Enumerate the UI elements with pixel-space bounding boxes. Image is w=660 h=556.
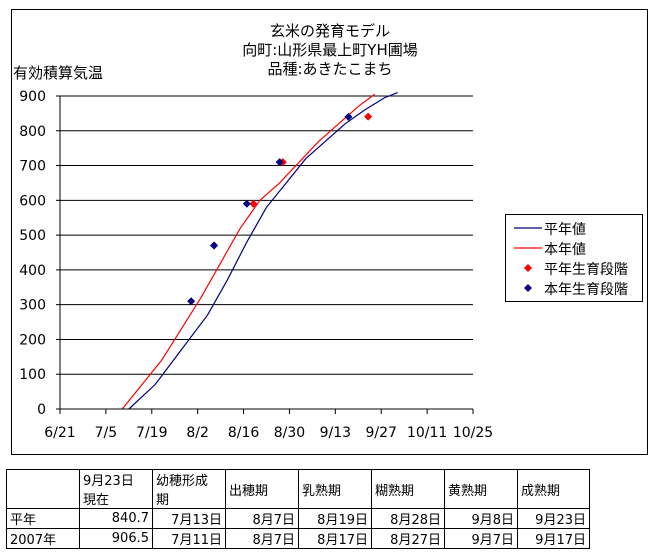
y-axis-label: 有効積算気温	[13, 64, 104, 82]
legend-label: 本年値	[544, 242, 586, 258]
table-cell: 9月7日	[444, 528, 518, 549]
table-header-cell: 黄熟期	[444, 469, 518, 509]
table-cell: 8月17日	[298, 528, 372, 549]
series-line	[121, 93, 376, 410]
table-row: 2007年 906.5 7月11日 8月7日 8月17日 8月27日 9月7日 …	[6, 528, 590, 549]
table-header-cell	[6, 469, 80, 509]
x-tick-label: 9/27	[365, 425, 396, 441]
y-tick-label: 200	[19, 332, 46, 348]
growth-stage-table: 9月23日 現在 幼穂形成 期 出穂期 乳熟期 糊熟期 黄熟期 成熟期 平年 8…	[6, 469, 590, 549]
data-point	[187, 297, 196, 306]
table-cell: 7月13日	[152, 508, 226, 529]
table-header-cell: 乳熟期	[298, 469, 372, 509]
y-tick-label: 400	[19, 263, 46, 279]
table-cell: 8月28日	[371, 508, 445, 529]
table-header-cell: 出穂期	[225, 469, 299, 509]
table-cell: 906.5	[79, 528, 153, 549]
table-cell: 9月23日	[517, 508, 590, 529]
data-point	[210, 241, 219, 250]
legend: 平年値 本年値 平年生育段階 本年生育段階	[505, 214, 643, 302]
table-cell: 2007年	[6, 528, 80, 549]
table-header-row: 9月23日 現在 幼穂形成 期 出穂期 乳熟期 糊熟期 黄熟期 成熟期	[6, 469, 590, 509]
y-tick-label: 300	[19, 298, 46, 314]
x-tick-label: 9/13	[320, 425, 351, 441]
chart-title-line-1: 玄米の発育モデル	[269, 22, 390, 40]
x-tick-label: 7/5	[95, 425, 118, 441]
legend-symbol-avg-line	[514, 227, 542, 229]
x-tick-label: 8/16	[228, 425, 260, 441]
series-line	[128, 91, 398, 410]
table-header-cell: 幼穂形成 期	[152, 469, 226, 509]
legend-symbol-avg-stage	[524, 264, 532, 272]
y-tick-label: 600	[19, 193, 46, 209]
legend-label: 本年生育段階	[544, 282, 628, 298]
y-tick-label: 100	[19, 367, 46, 383]
chart-title-line-3: 品種:あきたこまち	[267, 60, 393, 78]
x-tick-label: 10/25	[453, 425, 493, 441]
legend-item-this-year-line: 本年値	[506, 238, 644, 258]
legend-symbol-this-year-stage	[524, 284, 532, 292]
table-header-cell: 9月23日 現在	[79, 469, 153, 509]
table-cell: 8月19日	[298, 508, 372, 529]
table-cell: 840.7	[79, 508, 153, 529]
chart-frame	[11, 9, 648, 455]
chart-title-line-2: 向町:山形県最上町YH圃場	[242, 41, 418, 59]
table-header-cell: 成熟期	[517, 469, 590, 509]
data-point	[275, 158, 284, 167]
legend-label: 平年生育段階	[544, 262, 628, 278]
table-cell: 平年	[6, 508, 80, 529]
table-cell: 9月8日	[444, 508, 518, 529]
x-tick-label: 6/21	[44, 425, 75, 441]
legend-item-this-year-stage: 本年生育段階	[506, 278, 644, 298]
table-header-cell: 糊熟期	[371, 469, 445, 509]
y-tick-label: 700	[19, 159, 46, 175]
y-tick-label: 800	[19, 124, 46, 140]
data-point	[249, 199, 258, 208]
y-tick-label: 500	[19, 228, 46, 244]
data-point	[242, 199, 251, 208]
chart-plot: 0 100 200 300 400 500 600 700 800 900 6/21 7/5 7/19 8…	[19, 89, 493, 441]
table-cell: 8月7日	[225, 508, 299, 529]
data-point	[344, 112, 353, 121]
table-row: 平年 840.7 7月13日 8月7日 8月19日 8月28日 9月8日 9月2…	[6, 508, 590, 529]
x-tick-label: 7/19	[136, 425, 167, 441]
legend-label: 平年値	[544, 222, 586, 238]
legend-item-avg-stage: 平年生育段階	[506, 258, 644, 278]
x-tick-label: 10/11	[407, 425, 447, 441]
plot-area	[60, 96, 473, 409]
table-cell: 8月27日	[371, 528, 445, 549]
y-tick-label: 0	[37, 402, 46, 418]
x-tick-label: 8/2	[186, 425, 209, 441]
table-cell: 7月11日	[152, 528, 226, 549]
table-cell: 8月7日	[225, 528, 299, 549]
legend-symbol-this-year-line	[514, 247, 542, 249]
x-tick-label: 8/30	[274, 425, 305, 441]
legend-item-avg-line: 平年値	[506, 218, 644, 238]
data-point	[364, 112, 373, 121]
table-cell: 9月17日	[517, 528, 590, 549]
y-tick-label: 900	[19, 89, 46, 105]
